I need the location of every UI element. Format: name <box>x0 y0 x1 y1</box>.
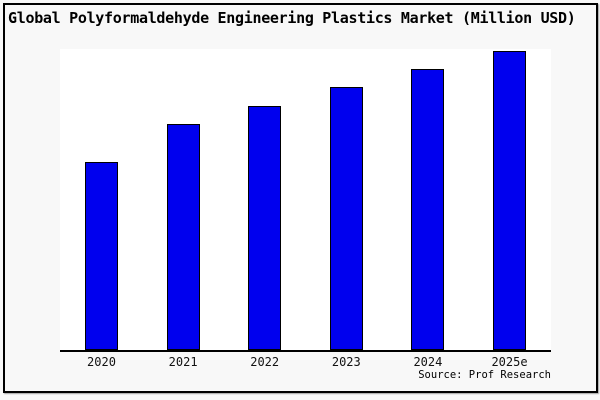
bar-2023 <box>329 87 363 350</box>
bar-2025e <box>493 51 526 350</box>
x-axis-labels: 2020 2021 2022 2023 2024 2025e <box>60 355 551 371</box>
bar-2021 <box>166 124 200 350</box>
bar-2024 <box>411 69 445 350</box>
x-tick-label: 2022 <box>250 355 280 369</box>
x-tick-label: 2024 <box>413 355 443 369</box>
x-axis-line <box>60 350 551 352</box>
x-tick-label: 2021 <box>168 355 198 369</box>
bar-2022 <box>248 106 282 350</box>
bar-2020 <box>85 162 118 350</box>
plot-area <box>60 49 551 350</box>
x-tick-label: 2025e <box>491 355 528 369</box>
source-credit: Source: Prof Research <box>418 369 551 381</box>
x-tick-label: 2023 <box>331 355 361 369</box>
chart-title: Global Polyformaldehyde Engineering Plas… <box>8 9 576 27</box>
chart-frame: Global Polyformaldehyde Engineering Plas… <box>3 3 598 393</box>
x-tick-label: 2020 <box>87 355 116 369</box>
